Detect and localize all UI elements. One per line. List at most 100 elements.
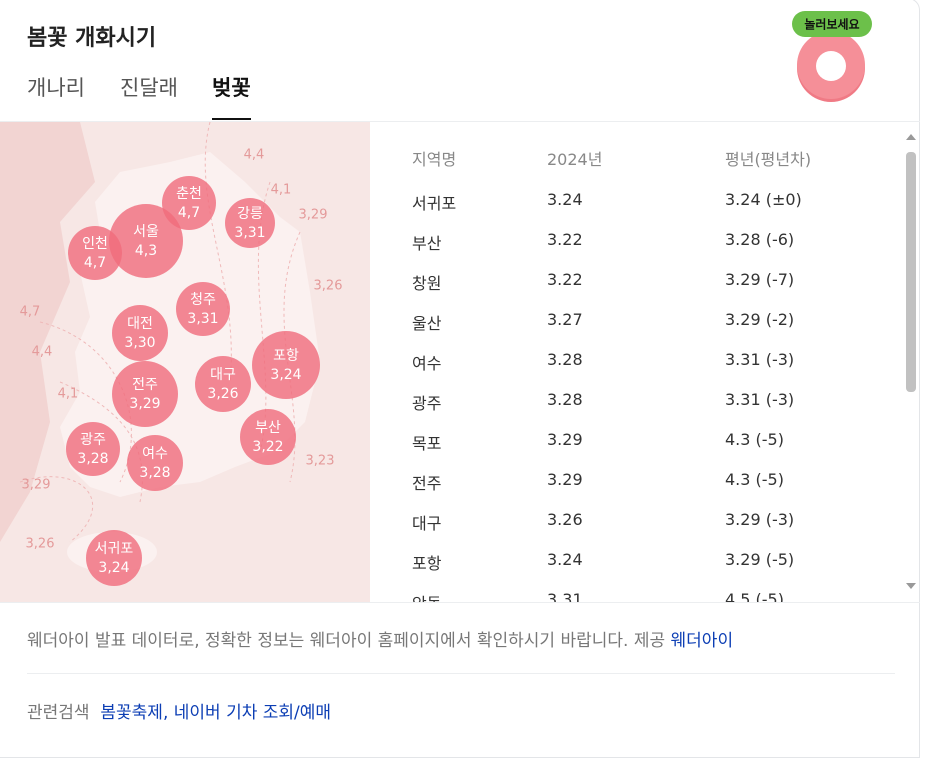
related-label: 관련검색 [27, 703, 90, 723]
table-header: 지역명 [412, 150, 457, 169]
region-name: 광주 [80, 432, 106, 448]
separator: , [162, 703, 169, 723]
contour-label: 3,29 [299, 208, 328, 223]
region-name: 전주 [132, 377, 158, 393]
bubble [240, 409, 296, 465]
bubble [162, 176, 216, 230]
region-date: 4,7 [178, 205, 200, 221]
badge-text: 놀러보세요 [804, 17, 859, 32]
table-cell: 3.27 [547, 310, 583, 329]
map: 4,4 4,1 3,29 3,26 4,7 4,4 4,1 3,23 3,29 3,26 춘천 4,7… [0, 122, 370, 602]
table-cell: 3.31 (-3) [725, 390, 795, 409]
table-cell: 3.28 [547, 390, 583, 409]
bubble [66, 422, 120, 476]
table-cell: 여수 [412, 354, 442, 373]
table-cell: 3.29 (-2) [725, 310, 795, 329]
bubble [68, 226, 122, 280]
region-date: 3,28 [77, 451, 108, 467]
contour-label: 3,26 [314, 279, 343, 294]
region-bubble: 서울 4,3 [109, 204, 183, 278]
contour-label: 4,1 [58, 387, 79, 402]
region-name: 강릉 [237, 206, 263, 222]
table-cell: 3.31 (-3) [725, 350, 795, 369]
bubble [109, 204, 183, 278]
tab[interactable]: 진달래 [120, 76, 178, 100]
contour-label: 4,4 [32, 345, 53, 360]
table-cell: 3.28 (-6) [725, 230, 795, 249]
region-date: 3,26 [207, 386, 238, 402]
region-bubble: 서귀포 3,24 [86, 530, 142, 586]
tab[interactable]: 개나리 [27, 76, 85, 100]
region-bubble: 강릉 3,31 [225, 198, 275, 248]
table-cell: 광주 [412, 394, 442, 413]
related-link[interactable]: 네이버 기차 조회/예매 [173, 703, 332, 723]
table-cell: 목포 [412, 434, 442, 453]
region-name: 청주 [190, 292, 216, 308]
badge-blossom [816, 51, 846, 81]
bubble [86, 530, 142, 586]
region-date: 3,24 [98, 560, 129, 576]
scrollbar[interactable] [902, 126, 920, 598]
region-date: 3,22 [252, 439, 283, 455]
region-name: 대구 [210, 367, 236, 383]
bubble [195, 356, 251, 412]
table-cell: 4.5 (-5) [725, 590, 784, 602]
table-cell: 서귀포 [412, 194, 457, 213]
related-search: 관련검색 봄꽃축제, 네이버 기차 조회/예매 [27, 698, 331, 723]
region-bubble: 광주 3,28 [66, 422, 120, 476]
region-bubble: 부산 3,22 [240, 409, 296, 465]
bubble [112, 305, 168, 361]
badge-bubble [792, 11, 872, 37]
table-cell: 3.29 (-3) [725, 510, 795, 529]
region-bubble: 포항 3,24 [252, 331, 320, 399]
bubble [176, 282, 230, 336]
region-bubble: 대구 3,26 [195, 356, 251, 412]
table-cell: 3.24 (±0) [725, 190, 802, 209]
bubble [252, 331, 320, 399]
table-cell: 3.24 [547, 550, 583, 569]
region-name: 춘천 [176, 186, 202, 202]
table-cell: 3.26 [547, 510, 583, 529]
bubble [112, 361, 178, 427]
region-date: 3,29 [129, 396, 160, 412]
provider-label: 제공 [633, 631, 666, 651]
region-name: 부산 [255, 420, 281, 436]
table-cell: 창원 [412, 274, 442, 293]
notice: 웨더아이 발표 데이터로, 정확한 정보는 웨더아이 홈페이지에서 확인하시기 … [27, 626, 733, 651]
table-cell: 3.22 [547, 270, 583, 289]
tab[interactable]: 벚꽃 [212, 76, 251, 100]
badge[interactable]: 놀러보세요 [788, 8, 878, 104]
divider [0, 121, 920, 122]
table-cell: 3.29 [547, 430, 583, 449]
sea-band [0, 122, 95, 542]
region-bubble: 여수 3,28 [127, 435, 183, 491]
notice-text: 웨더아이 발표 데이터로, 정확한 정보는 웨더아이 홈페이지에서 확인하시기 … [27, 631, 629, 651]
region-bubble: 청주 3,31 [176, 282, 230, 336]
table-cell: 안동 [412, 590, 441, 602]
provider-link[interactable]: 웨더아이 [670, 631, 734, 651]
table-header: 평년(평년차) [725, 150, 812, 169]
contour-label: 3,23 [306, 454, 335, 469]
region-name: 여수 [142, 446, 168, 462]
region-date: 4,3 [135, 243, 157, 259]
scroll-up[interactable] [906, 134, 916, 140]
region-bubble: 인천 4,7 [68, 226, 122, 280]
table-cell: 3.28 [547, 350, 583, 369]
table-cell: 3.22 [547, 230, 583, 249]
table-cell: 대구 [412, 514, 442, 533]
scroll-down[interactable] [906, 583, 916, 589]
region-date: 3,31 [234, 225, 265, 241]
table-cell: 부산 [412, 234, 442, 253]
region-date: 3,31 [187, 311, 218, 327]
divider [0, 602, 920, 603]
table-cell: 3.29 (-5) [725, 550, 795, 569]
contour-label: 3,29 [22, 478, 51, 493]
table-cell: 4.3 (-5) [725, 470, 784, 489]
title: 봄꽃 개화시기 [27, 26, 157, 51]
scroll-thumb[interactable] [906, 152, 916, 392]
related-link[interactable]: 봄꽃축제 [100, 703, 163, 723]
contour-label: 4,1 [271, 183, 292, 198]
region-date: 3,24 [270, 367, 301, 383]
contour-label: 4,4 [244, 148, 265, 163]
region-date: 3,30 [124, 335, 155, 351]
